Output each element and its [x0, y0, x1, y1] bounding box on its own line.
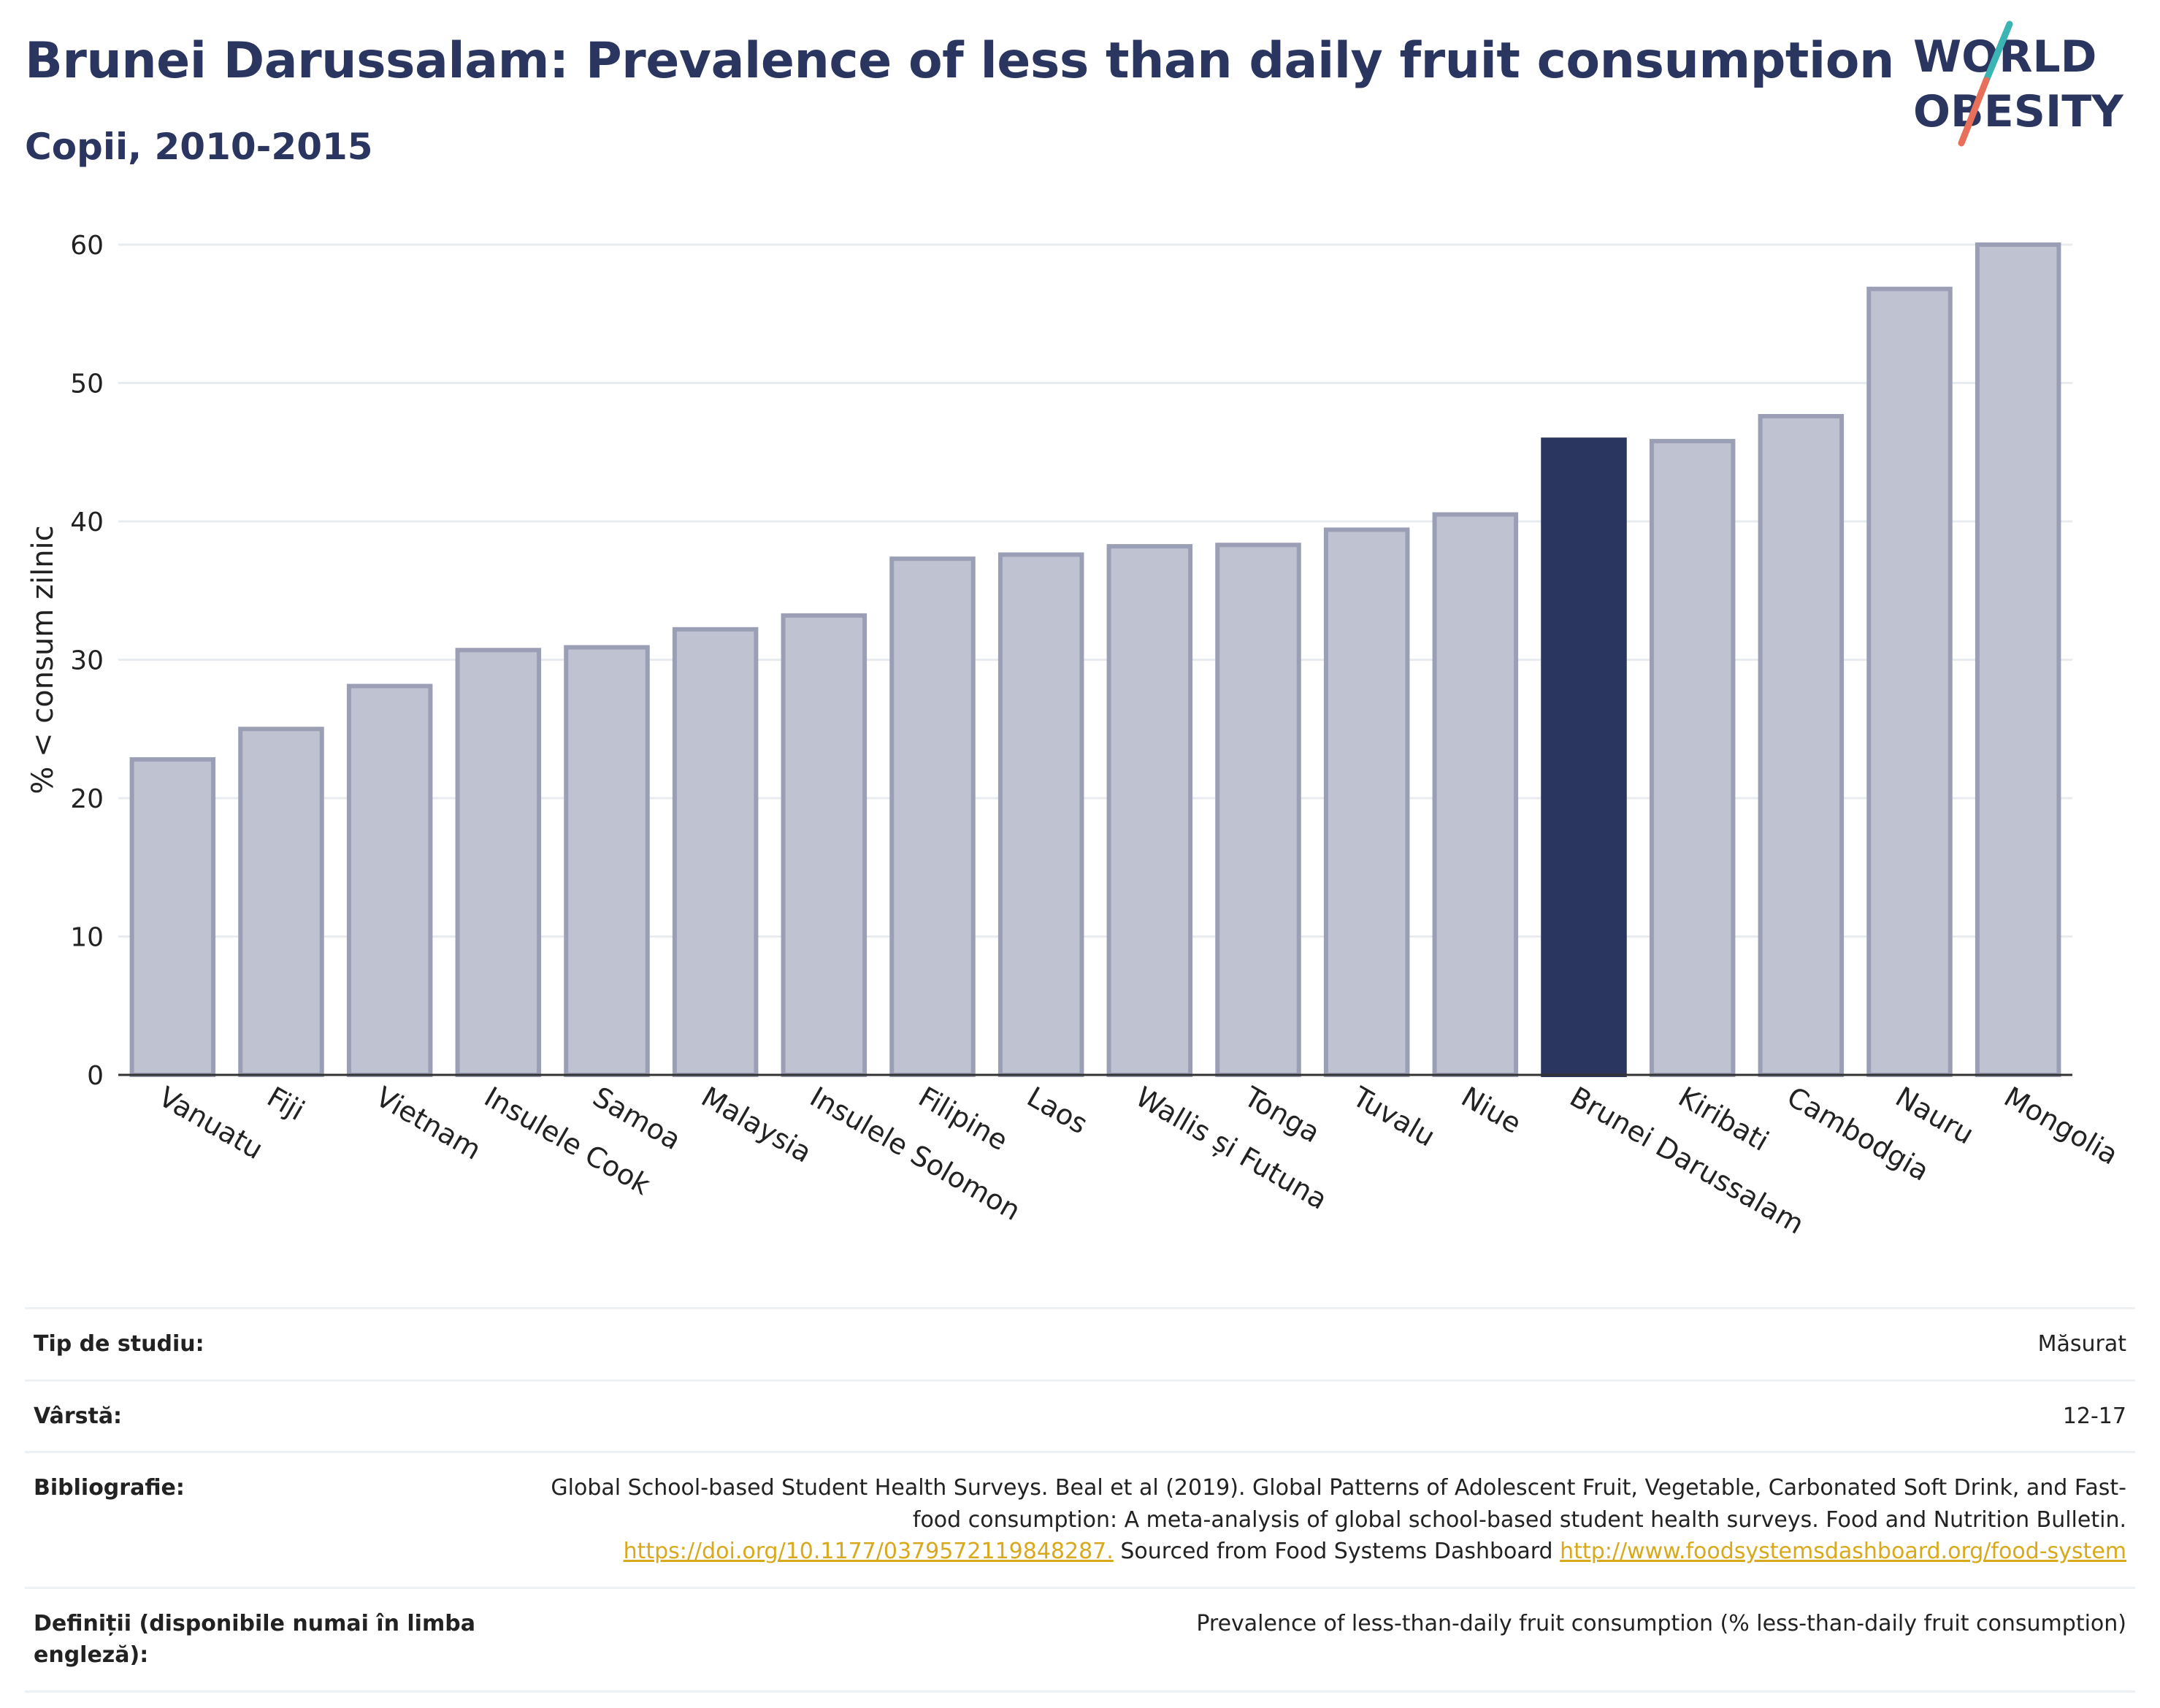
bar-insulele-solomon: [781, 613, 868, 1077]
bibliography-text: Global School-based Student Health Surve…: [551, 1475, 2126, 1533]
age-label: Vârstă:: [25, 1379, 495, 1452]
gridlines: [118, 243, 2072, 938]
x-tick-label: Malaysia: [696, 1081, 817, 1169]
doi-link[interactable]: https://doi.org/10.1177/0379572119848287…: [623, 1539, 1114, 1564]
bar-cambodgia: [1758, 413, 1845, 1078]
bar-niue: [1432, 512, 1519, 1077]
bars: [129, 242, 2061, 1078]
meta-row-definitions: Definiții (disponibile numai în limba en…: [25, 1586, 2135, 1693]
y-tick-label: 10: [70, 923, 104, 953]
x-tick-label: Laos: [1022, 1081, 1093, 1141]
x-tick-label: Vanuatu: [153, 1081, 269, 1165]
bar-insulele-cook: [455, 648, 542, 1077]
bibliography-value: Global School-based Student Health Surve…: [495, 1451, 2135, 1588]
bar-laos: [997, 552, 1084, 1078]
x-tick-label: Nauru: [1891, 1081, 1980, 1151]
bar-filipine: [889, 556, 976, 1078]
bar-wallis-i-futuna: [1106, 544, 1193, 1077]
meta-row-study-type: Tip de studiu: Măsurat: [25, 1307, 2135, 1380]
study-type-label: Tip de studiu:: [25, 1307, 495, 1380]
x-tick-label: Tonga: [1238, 1080, 1325, 1149]
bar-kiribati: [1649, 439, 1736, 1077]
definitions-label: Definiții (disponibile numai în limba en…: [25, 1586, 495, 1693]
logo-slash-coral: [1958, 77, 1990, 147]
x-tick-label: Wallis și Futuna: [1130, 1081, 1333, 1216]
meta-row-age: Vârstă: 12-17: [25, 1379, 2135, 1452]
x-tick-label: Fiji: [262, 1081, 310, 1127]
bar-brunei-darussalam: [1541, 437, 1627, 1077]
y-tick-label: 0: [87, 1061, 104, 1091]
bar-vanuatu: [129, 757, 216, 1077]
x-tick-label: Niue: [1456, 1081, 1527, 1140]
bar-tonga: [1215, 543, 1301, 1077]
y-axis-label: % < consum zilnic: [26, 525, 60, 794]
bar-vietnam: [346, 683, 433, 1077]
x-tick-label: Tuvalu: [1347, 1080, 1440, 1153]
bar-tuvalu: [1323, 527, 1410, 1077]
definitions-value: Prevalence of less-than-daily fruit cons…: [495, 1586, 2135, 1693]
x-tick-label: Mongolia: [1999, 1081, 2123, 1171]
y-tick-label: 50: [70, 369, 104, 399]
world-obesity-logo: WORLD OBESITY: [1913, 20, 2124, 147]
bar-fiji: [238, 727, 324, 1077]
bar-nauru: [1866, 286, 1953, 1077]
y-tick-label: 40: [70, 508, 104, 537]
y-tick-label: 30: [70, 646, 104, 676]
chart-subtitle: Copii, 2010-2015: [25, 126, 373, 168]
bar-samoa: [564, 645, 650, 1077]
bar-mongolia: [1975, 242, 2061, 1077]
study-type-value: Măsurat: [495, 1307, 2135, 1380]
x-tick-label: Vietnam: [370, 1081, 486, 1166]
bibliography-label: Bibliografie:: [25, 1451, 495, 1588]
food-systems-link[interactable]: http://www.foodsystemsdashboard.org/food…: [1560, 1539, 2126, 1564]
meta-row-bibliography: Bibliografie: Global School-based Studen…: [25, 1451, 2135, 1588]
y-tick-label: 20: [70, 784, 104, 814]
logo-line2: OBESITY: [1913, 86, 2124, 137]
metadata-table: Tip de studiu: Măsurat Vârstă: 12-17 Bib…: [25, 1307, 2135, 1693]
age-value: 12-17: [495, 1379, 2135, 1452]
bibliography-source-text: Sourced from Food Systems Dashboard: [1120, 1539, 1553, 1564]
chart-title: Brunei Darussalam: Prevalence of less th…: [25, 32, 1894, 90]
bar-malaysia: [672, 627, 759, 1077]
y-tick-label: 60: [70, 231, 104, 261]
logo-slash-teal: [1983, 20, 2013, 84]
